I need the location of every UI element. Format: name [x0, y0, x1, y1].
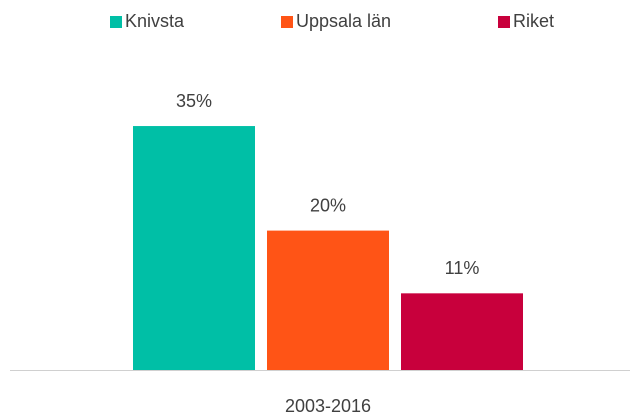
legend-swatch	[281, 16, 293, 28]
value-label: 11%	[445, 258, 480, 278]
value-label: 35%	[176, 91, 212, 111]
legend-label: Uppsala län	[296, 11, 391, 31]
bar	[267, 230, 389, 370]
legend-swatch	[110, 16, 122, 28]
bar	[401, 293, 523, 370]
legend-label: Knivsta	[125, 11, 185, 31]
bar	[133, 126, 255, 370]
x-tick-label: 2003-2016	[285, 396, 371, 416]
value-label: 20%	[310, 195, 346, 215]
legend-label: Riket	[513, 11, 554, 31]
legend-swatch	[498, 16, 510, 28]
